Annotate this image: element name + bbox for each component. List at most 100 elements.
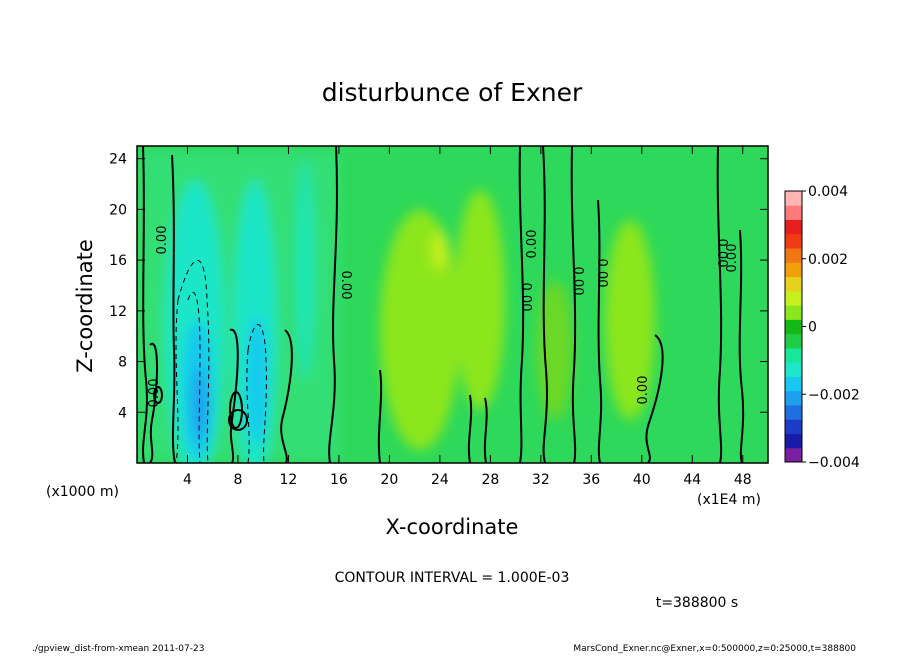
colorbar-swatch <box>785 362 802 377</box>
y-tick-label: 12 <box>109 304 127 320</box>
contour-line <box>570 146 577 463</box>
plot-frame <box>136 145 769 464</box>
contour-lines-negative <box>175 260 267 463</box>
x-unit-right: (x1E4 m) <box>697 492 761 508</box>
x-tick-label: 44 <box>683 472 701 488</box>
colorbar-labels: 0.004 0.002 0 −0.002 −0.004 <box>802 184 860 471</box>
contour-line <box>483 397 488 463</box>
y-tick-label: 4 <box>118 405 127 421</box>
colorbar-swatch <box>785 305 802 320</box>
field-positive-1 <box>380 210 460 450</box>
colorbar-label: −0.002 <box>808 387 860 403</box>
y-tick-label: 16 <box>109 253 127 269</box>
field-positive-4 <box>537 280 573 420</box>
x-unit-left: (x1000 m) <box>46 484 119 500</box>
colorbar-swatch <box>785 290 802 306</box>
contour-label: 0.00 <box>525 230 540 259</box>
colorbar-label: 0 <box>808 320 817 336</box>
field-band-3 <box>295 160 315 380</box>
dashed-contour <box>175 299 179 463</box>
x-tick-label: 36 <box>582 472 600 488</box>
colorbar-swatch <box>785 276 802 292</box>
contour-line <box>738 229 745 463</box>
colorbar <box>784 190 803 463</box>
field-negative-core-1-deep <box>192 370 208 440</box>
contour-label: 0.00 <box>725 244 740 273</box>
contour-line <box>716 146 723 463</box>
field-negative-core-2-inner <box>247 315 267 445</box>
x-tick-label: 16 <box>330 472 348 488</box>
colorbar-swatch <box>785 248 802 263</box>
colorbar-swatch <box>785 376 802 392</box>
contour-label: 0.00 <box>636 376 651 405</box>
contour-line <box>518 146 525 463</box>
y-axis: 4 8 12 16 20 24 <box>109 152 768 421</box>
contour-label: 0.00 <box>518 283 533 312</box>
colorbar-swatch <box>785 447 802 463</box>
plot-area <box>137 146 768 463</box>
contour-blobs <box>153 386 248 431</box>
contour-interval-label: CONTOUR INTERVAL = 1.000E-03 <box>335 570 570 586</box>
x-tick-label: 20 <box>380 472 398 488</box>
x-axis-title: X-coordinate <box>386 515 519 539</box>
contour-label: 0.00 <box>594 259 609 288</box>
x-tick-label: 32 <box>532 472 550 488</box>
contour-label: 0.00 <box>147 379 162 408</box>
field-positive-2 <box>455 190 505 410</box>
contour-line <box>542 146 548 463</box>
colorbar-swatch <box>785 191 802 206</box>
x-tick-label: 40 <box>633 472 651 488</box>
x-tick-label: 48 <box>734 472 752 488</box>
x-tick-label: 8 <box>233 472 242 488</box>
colorbar-swatch <box>785 347 802 363</box>
contour-label: 0.00 <box>714 239 729 268</box>
contour-line <box>171 154 176 463</box>
dashed-contour <box>187 292 201 463</box>
contour-line <box>467 394 473 463</box>
colorbar-label: 0.004 <box>808 184 848 200</box>
colorbar-swatch <box>785 433 802 449</box>
colorbar-label: 0.002 <box>808 252 848 268</box>
field-positive-3 <box>605 220 655 420</box>
contour-loop <box>228 409 248 431</box>
contour-label: 0.00 <box>338 271 353 300</box>
contour-line <box>377 369 383 463</box>
contour-line <box>229 328 239 463</box>
x-axis: 4 8 12 16 20 24 28 32 36 40 44 48 <box>183 146 752 488</box>
y-tick-label: 24 <box>109 152 127 168</box>
time-label: t=388800 s <box>656 595 738 611</box>
contour-labels: 0.000.000.00 0.000.000.00 0.000.000.000.00 <box>147 226 740 408</box>
footer-left: ./gpview_dist-from-xmean 2011-07-23 <box>32 644 204 654</box>
footer-right: MarsCond_Exner.nc@Exner,x=0:500000,z=0:2… <box>573 644 856 654</box>
contour-label: 0.00 <box>570 267 585 296</box>
contour-line <box>645 334 664 463</box>
contour-loop <box>153 386 163 404</box>
colorbar-label: −0.004 <box>808 455 860 471</box>
colorbar-swatch <box>785 205 802 221</box>
x-tick-label: 4 <box>183 472 192 488</box>
colorbar-swatch <box>785 319 802 335</box>
field-shading <box>140 150 655 463</box>
x-tick-label: 12 <box>280 472 298 488</box>
contour-line <box>328 146 338 463</box>
colorbar-swatch <box>785 333 802 349</box>
x-tick-label: 24 <box>431 472 449 488</box>
contour-label: 0.00 <box>155 226 170 255</box>
colorbar-swatch <box>785 419 802 434</box>
x-tick-label: 28 <box>481 472 499 488</box>
dashed-contour <box>247 324 267 463</box>
field-positive-5 <box>432 230 448 270</box>
y-tick-label: 8 <box>118 355 127 371</box>
colorbar-swatch <box>785 233 802 249</box>
colorbar-swatch <box>785 390 802 406</box>
y-tick-label: 20 <box>109 202 127 218</box>
colorbar-swatch <box>785 404 802 420</box>
dashed-contour <box>246 349 250 463</box>
colorbar-swatch <box>785 219 802 235</box>
contour-line <box>149 342 158 463</box>
contour-line <box>597 199 603 463</box>
chart-title: disturbunce of Exner <box>322 78 583 107</box>
y-axis-title: Z-coordinate <box>73 239 97 373</box>
contour-line <box>280 329 293 463</box>
